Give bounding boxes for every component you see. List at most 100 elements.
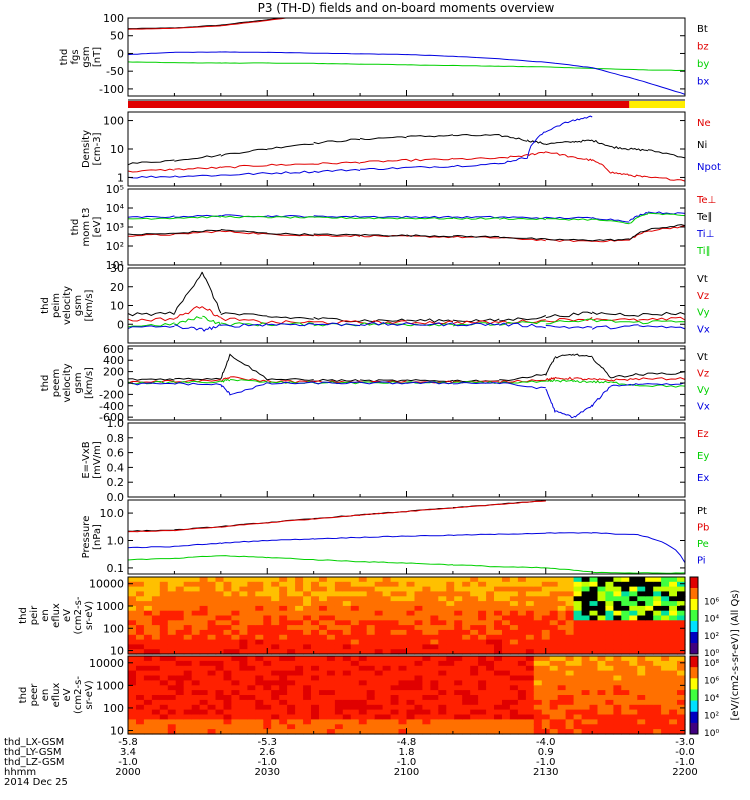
peer_en_eflux-cell xyxy=(382,695,392,701)
peir_en_eflux-cell xyxy=(629,644,638,650)
peer_en_eflux-cell xyxy=(199,656,209,662)
peir_en_eflux-cell xyxy=(502,577,511,583)
peir_en_eflux-cell xyxy=(231,639,240,645)
peer_en_eflux-cell xyxy=(565,675,575,681)
peir_en_eflux-cell xyxy=(629,629,638,636)
peer_en_eflux-cell xyxy=(366,685,376,691)
peir_en_eflux-cell xyxy=(645,601,654,607)
peer_en_eflux-cell xyxy=(326,670,336,677)
peir_en_eflux-cell xyxy=(509,625,519,631)
peer_en_eflux-cell xyxy=(669,724,678,730)
peir_en_eflux-cell xyxy=(287,586,296,592)
peer_en_eflux-cell xyxy=(677,699,686,706)
peer_en_eflux-cell xyxy=(669,695,678,701)
peir_en_eflux-cell xyxy=(159,615,169,621)
peer_en_eflux-cell xyxy=(525,699,535,706)
peer_en_eflux-cell xyxy=(287,729,296,735)
peir_en_eflux-cell xyxy=(645,629,654,636)
peir_en_eflux-cell xyxy=(151,586,161,592)
peir_en_eflux-cell xyxy=(334,639,344,645)
peir_en_eflux-cell xyxy=(175,586,185,592)
peir_en_eflux-cell xyxy=(350,629,360,636)
peir_en_eflux-cell xyxy=(231,591,240,597)
peer_en_eflux-cell xyxy=(454,709,463,716)
peir_en_eflux-cell xyxy=(525,581,535,588)
peir_en_eflux-cell xyxy=(295,581,304,588)
peir_en_eflux-cell xyxy=(167,639,177,645)
peir_en_eflux-cell xyxy=(502,591,511,597)
peir_en_eflux-cell xyxy=(661,625,670,631)
peer_en_eflux-cell xyxy=(191,704,201,711)
peer_en_eflux-cell xyxy=(613,680,622,686)
peer_en_eflux-cell xyxy=(677,670,686,677)
peir_en_eflux-cell xyxy=(525,625,535,631)
peim_velocity-ylabel-line: [km/s] xyxy=(84,289,95,321)
peir_en_eflux-cell xyxy=(494,577,503,583)
peer_en_eflux-cell xyxy=(319,695,328,701)
peir_en_eflux-cells xyxy=(128,577,686,655)
peem_velocity-ytick-label: -600 xyxy=(99,411,124,424)
peer_en_eflux-cell xyxy=(637,675,646,681)
peir_en_eflux-cell xyxy=(334,581,344,588)
peer_en_eflux-cell xyxy=(557,719,567,725)
peer_en_eflux-cell xyxy=(629,690,638,696)
peer_en_eflux-cell xyxy=(303,724,312,730)
peer_en_eflux-cell xyxy=(334,699,344,706)
peir_en_eflux-cell xyxy=(533,591,543,597)
peer_en_eflux-cell xyxy=(255,709,264,716)
peir_en_eflux-cell xyxy=(677,649,686,655)
peir_en_eflux-cell xyxy=(247,644,256,650)
peer_en_eflux-cell xyxy=(653,704,662,711)
peer_en_eflux-cell xyxy=(573,685,583,691)
peer_en_eflux-cell xyxy=(462,680,471,686)
peir_en_eflux-cell xyxy=(509,634,519,641)
peir_en_eflux-cell xyxy=(390,625,400,631)
peer_en_eflux-cell xyxy=(525,656,535,662)
peir_en_eflux-cell xyxy=(358,620,368,626)
peer_en_eflux-cell xyxy=(621,699,630,706)
peir_en_eflux-cell xyxy=(191,610,201,617)
peir_en_eflux-cell xyxy=(199,586,209,592)
peir_en_eflux-cell xyxy=(494,596,503,602)
peer_en_eflux-cell xyxy=(645,704,654,711)
peir_en_eflux-cell xyxy=(462,601,471,607)
peir_en_eflux-cell xyxy=(159,649,169,655)
peir_en_eflux-cell xyxy=(454,629,463,636)
peer_en_eflux-cell xyxy=(462,699,471,706)
pressure-legend-0: Pt xyxy=(697,506,707,517)
peir_en_eflux-cell xyxy=(462,591,471,597)
peem_velocity-ytick-label: 400 xyxy=(103,354,124,367)
peir_en_eflux-cell xyxy=(271,591,280,597)
peir_en_eflux-cell xyxy=(303,605,312,612)
peer_en_eflux-cell xyxy=(183,695,193,701)
peir_en_eflux-cell xyxy=(414,634,424,641)
density-legend-1: Ni xyxy=(697,140,707,151)
peer_en_eflux-ylabel-line: (cm2-s- xyxy=(73,676,84,714)
footer-row-label: 2014 Dec 25 xyxy=(4,777,68,788)
peer_en_eflux-cell xyxy=(342,690,352,696)
peer_en_eflux-cell xyxy=(358,665,368,672)
peir_en_eflux-cell xyxy=(525,620,535,626)
peer_en_eflux-cell xyxy=(191,714,201,720)
peer_en_eflux-cell xyxy=(494,665,503,672)
peir_en_eflux-cell xyxy=(207,629,217,636)
peer_en_eflux-cell xyxy=(645,695,654,701)
peer_en_eflux-cell xyxy=(350,704,360,711)
colorbar-tick-label: 10⁴ xyxy=(704,615,719,625)
peer_en_eflux-cell xyxy=(494,724,503,730)
peir_en_eflux-cell xyxy=(494,591,503,597)
peer_en_eflux-cell xyxy=(677,675,686,681)
peer_en_eflux-cell xyxy=(613,656,622,662)
peer_en_eflux-cell xyxy=(390,704,400,711)
peim_velocity-frame xyxy=(127,267,686,344)
peer_en_eflux-cell xyxy=(438,656,447,662)
peir_en_eflux-cell xyxy=(263,625,272,631)
peer_en_eflux-cell xyxy=(613,699,622,706)
peer_en_eflux-cell xyxy=(390,699,400,706)
peir_en_eflux-cell xyxy=(303,649,312,655)
peir_en_eflux-cell xyxy=(525,591,535,597)
peir_en_eflux-cell xyxy=(358,639,368,645)
peer_en_eflux-cell xyxy=(573,675,583,681)
peer_en_eflux-cell xyxy=(525,670,535,677)
peer_en_eflux-cell xyxy=(541,714,551,720)
